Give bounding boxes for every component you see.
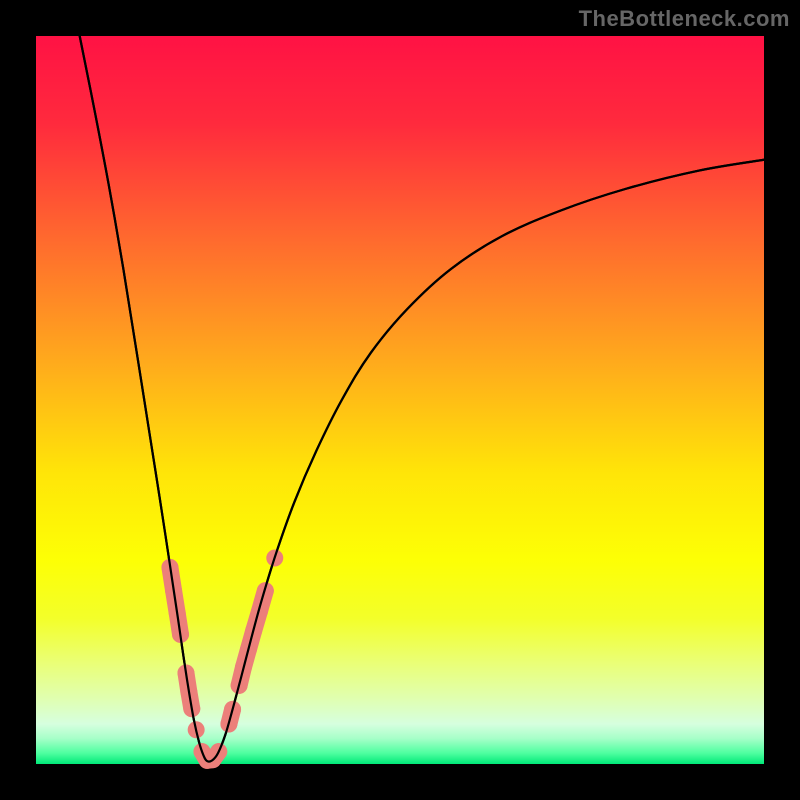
bottleneck-chart <box>0 0 800 800</box>
watermark-label: TheBottleneck.com <box>579 6 790 32</box>
chart-canvas: TheBottleneck.com <box>0 0 800 800</box>
